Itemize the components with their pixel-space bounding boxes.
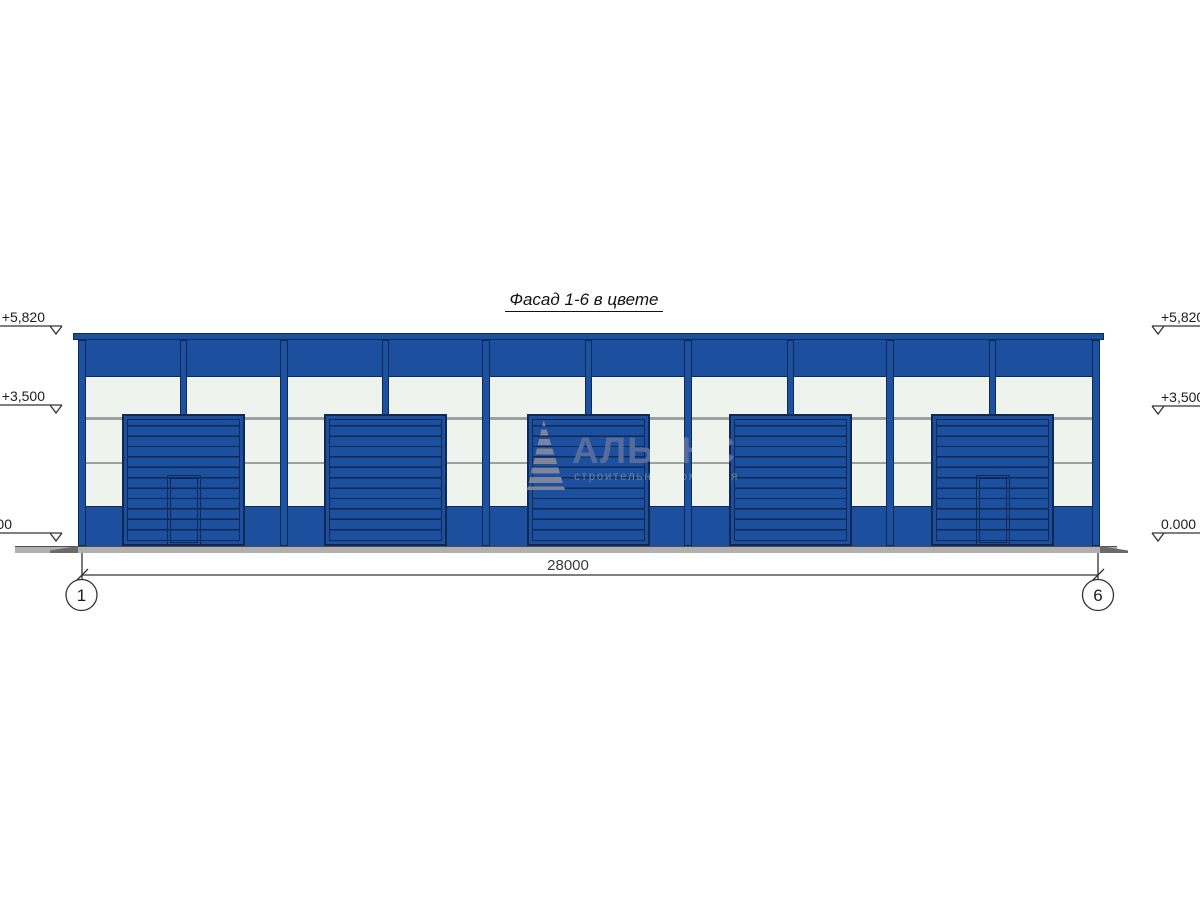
wicket-door-frame [169,478,198,543]
level-label-right-mid: +3,500 [1161,389,1200,405]
wicket-door-frame [978,478,1007,543]
apron-right [1100,546,1128,553]
watermark-company-name: АЛЬЯНС [572,430,737,471]
level-label-left-top: +5,820 [1,309,45,325]
door-slats [127,419,240,541]
drawing-title: Фасад 1-6 в цвете [464,290,704,312]
ground-line [15,546,1117,553]
level-marker-arrow-icon [0,325,63,543]
overall-dimension-label: 28000 [547,557,589,574]
level-label-left-zero: 0.000 [0,516,12,532]
wicket-door [166,475,201,546]
wicket-door [975,475,1010,546]
garage-door [122,414,245,546]
pilaster-full [1092,340,1100,546]
door-slats [734,419,847,541]
level-label-right-top: +5,820 [1161,309,1200,325]
axis-bubble-6 [1081,578,1115,612]
dimension-extension-lines [81,553,1099,582]
pilaster-full [482,340,490,546]
level-marker-arrow-icon [1151,325,1200,543]
axis-number-6: 6 [1093,586,1103,605]
door-slats [936,419,1049,541]
pilaster-full [684,340,692,546]
axis-number-1: 1 [76,586,87,605]
level-label-left-mid: +3,500 [1,388,45,404]
garage-door [324,414,447,546]
parapet-cap [73,333,1104,340]
door-slats [329,419,442,541]
pilaster-full [280,340,288,546]
level-label-right-zero: 0.000 [1161,516,1197,532]
apron-left [50,546,78,553]
pilaster-full [886,340,894,546]
garage-door [931,414,1054,546]
pilaster-full [78,340,86,546]
garage-door [729,414,852,546]
dimension-line [75,568,1105,582]
watermark-tagline: строительная компания [574,471,740,483]
axis-bubble-1 [65,578,98,612]
